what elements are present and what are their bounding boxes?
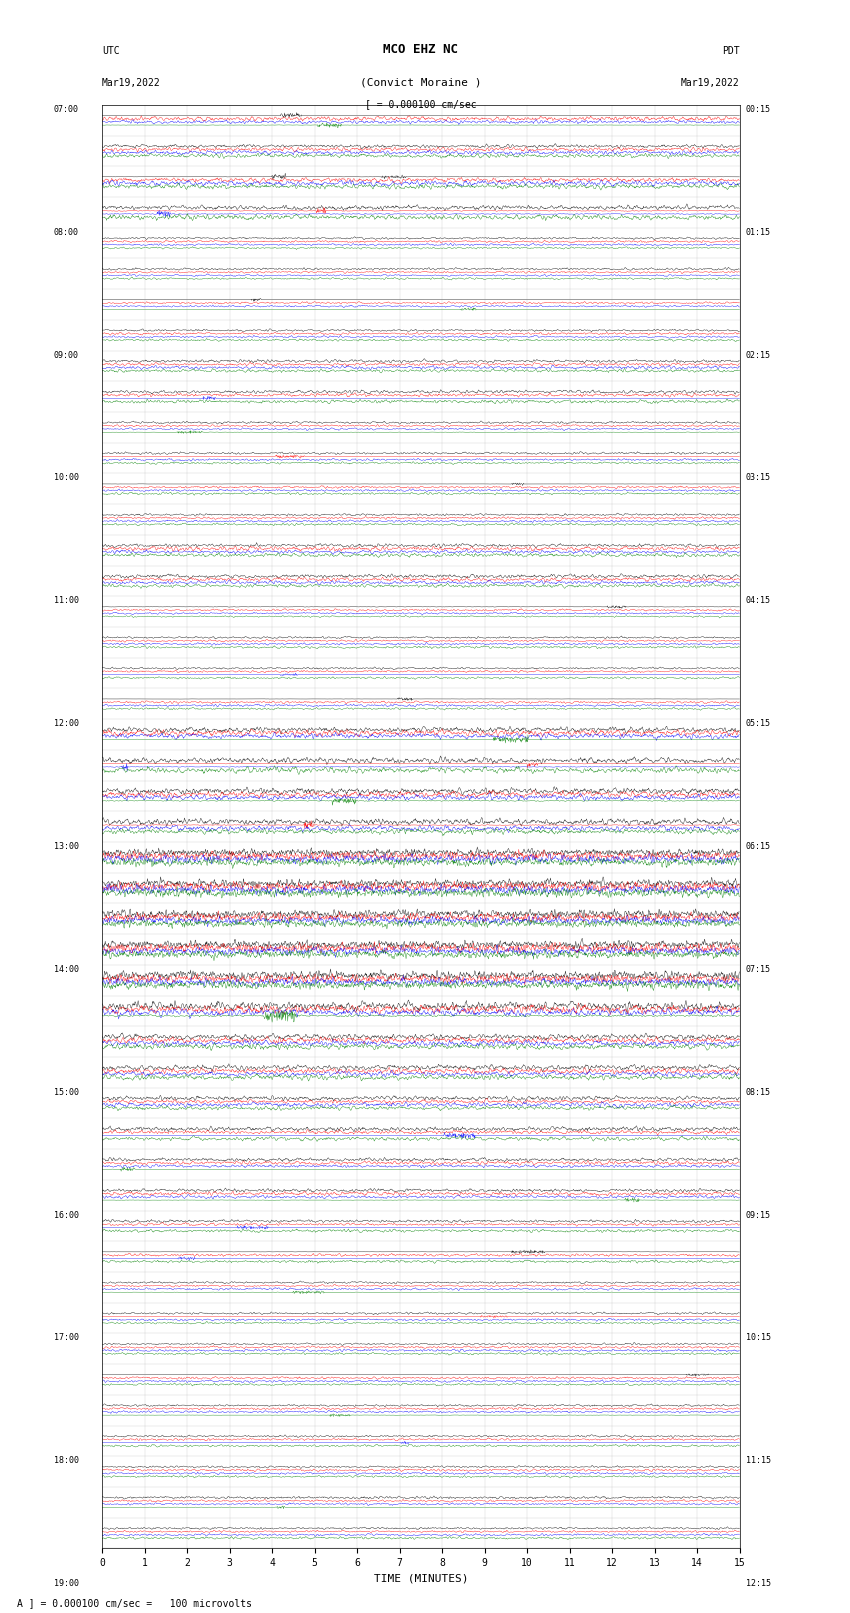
Text: 11:00: 11:00 xyxy=(54,597,78,605)
Text: 05:15: 05:15 xyxy=(746,719,771,727)
Text: 19:00: 19:00 xyxy=(54,1579,78,1589)
Text: 07:00: 07:00 xyxy=(54,105,78,115)
Text: 00:15: 00:15 xyxy=(746,105,771,115)
Text: 14:00: 14:00 xyxy=(54,965,78,974)
Text: 15:00: 15:00 xyxy=(54,1087,78,1097)
Text: 03:15: 03:15 xyxy=(746,474,771,482)
Text: Mar19,2022: Mar19,2022 xyxy=(102,77,161,87)
Text: 08:15: 08:15 xyxy=(746,1087,771,1097)
Text: Mar19,2022: Mar19,2022 xyxy=(681,77,740,87)
Text: UTC: UTC xyxy=(102,45,120,56)
Text: [ = 0.000100 cm/sec: [ = 0.000100 cm/sec xyxy=(365,98,477,110)
Text: MCO EHZ NC: MCO EHZ NC xyxy=(383,44,458,56)
Text: 02:15: 02:15 xyxy=(746,350,771,360)
Text: 04:15: 04:15 xyxy=(746,597,771,605)
Text: PDT: PDT xyxy=(722,45,740,56)
Text: 09:00: 09:00 xyxy=(54,350,78,360)
Text: 10:00: 10:00 xyxy=(54,474,78,482)
Text: 12:15: 12:15 xyxy=(746,1579,771,1589)
Text: 12:00: 12:00 xyxy=(54,719,78,727)
Text: A ] = 0.000100 cm/sec =   100 microvolts: A ] = 0.000100 cm/sec = 100 microvolts xyxy=(17,1598,252,1608)
Text: (Convict Moraine ): (Convict Moraine ) xyxy=(360,77,481,87)
Text: 09:15: 09:15 xyxy=(746,1211,771,1219)
Text: 01:15: 01:15 xyxy=(746,227,771,237)
Text: 16:00: 16:00 xyxy=(54,1211,78,1219)
Text: 17:00: 17:00 xyxy=(54,1334,78,1342)
Text: 18:00: 18:00 xyxy=(54,1457,78,1465)
Text: 08:00: 08:00 xyxy=(54,227,78,237)
Text: 07:15: 07:15 xyxy=(746,965,771,974)
Text: 13:00: 13:00 xyxy=(54,842,78,852)
X-axis label: TIME (MINUTES): TIME (MINUTES) xyxy=(373,1574,468,1584)
Text: 11:15: 11:15 xyxy=(746,1457,771,1465)
Text: 10:15: 10:15 xyxy=(746,1334,771,1342)
Text: 06:15: 06:15 xyxy=(746,842,771,852)
